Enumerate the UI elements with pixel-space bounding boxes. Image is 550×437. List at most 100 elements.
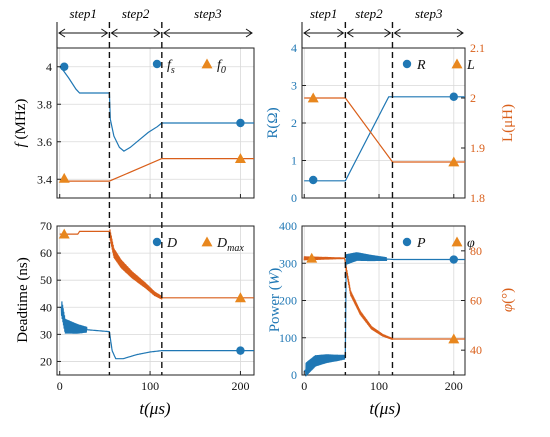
x-tick-label: 0	[301, 379, 307, 393]
y-axis-label-deadtime: Deadtime (ns)	[15, 257, 31, 342]
chart-panel-power-phase: 0 100 200 300 400 40 60 80 0 100 200 P φ	[279, 219, 482, 393]
step-label: step1	[310, 6, 337, 21]
y-axis-label-frequency: f (MHz)	[13, 99, 29, 148]
legend-marker	[451, 58, 463, 69]
y-tick-label: 200	[279, 294, 297, 308]
y-tick-label: 3.8	[37, 97, 52, 111]
y-right-tick-label: 1.9	[470, 141, 485, 155]
chart-panel-resistance-inductance: 0 1 2 3 4 1.8 1.9 2 2.1 R L	[291, 41, 485, 205]
data-point-R	[449, 92, 458, 101]
y-tick-label: 30	[40, 327, 52, 341]
series-line-P	[303, 252, 465, 377]
y-tick-label: 4	[291, 41, 297, 55]
series-line-D_max	[59, 229, 254, 300]
x-axis-label-deadtime: t(μs)	[139, 399, 171, 418]
data-point-R	[309, 175, 318, 185]
y-right-tick-label: 1.8	[470, 191, 485, 205]
legend-label: D	[166, 236, 177, 251]
data-point-φ	[448, 333, 460, 344]
step-annotations-resistance-inductance: step1 step2 step3	[301, 6, 464, 375]
chart-panel-frequency: 3.4 3.6 3.8 4 fs f0	[37, 47, 255, 199]
step-arrow-head	[110, 28, 118, 38]
step-annotations-frequency: step1 step2 step3	[56, 6, 253, 375]
y-tick-label: 40	[40, 300, 52, 314]
step-arrow-head	[153, 28, 161, 38]
data-point-f_0	[58, 172, 70, 183]
series-line-R	[304, 96, 465, 182]
legend-marker	[402, 237, 412, 247]
data-point-D_max	[58, 228, 70, 239]
step-label: step2	[122, 6, 150, 21]
legend-label: L	[466, 58, 475, 73]
step-label: step2	[355, 6, 383, 21]
step-arrow-head	[456, 28, 464, 38]
step-arrow-head	[303, 28, 311, 38]
y-tick-label: 4	[46, 60, 52, 74]
legend-label: P	[416, 236, 426, 251]
legend-marker	[152, 59, 162, 69]
y-tick-label: 20	[40, 354, 52, 368]
series-line-f_0	[59, 158, 254, 182]
y-right-tick-label: 40	[470, 343, 482, 357]
y-tick-label: 0	[291, 191, 297, 205]
data-point-D	[236, 346, 245, 355]
x-tick-label: 0	[57, 379, 63, 393]
data-point-φ	[306, 252, 318, 263]
y-tick-label: 3.6	[37, 135, 52, 149]
y-axis-label-phase: φ(°)	[500, 288, 516, 312]
y-right-tick-label: 2.1	[470, 41, 485, 55]
x-tick-label: 200	[231, 379, 249, 393]
data-point-f_s	[236, 118, 245, 128]
y-axis-label-resistance: R(Ω)	[265, 107, 281, 138]
y-tick-label: 50	[40, 273, 52, 287]
legend-label: φ	[467, 236, 475, 251]
y-tick-label: 1	[291, 154, 297, 168]
step-arrow-head	[245, 28, 253, 38]
data-point-L	[307, 92, 319, 103]
data-point-P	[449, 255, 458, 264]
legend-marker	[201, 236, 213, 247]
x-tick-label: 100	[370, 379, 388, 393]
series-line-L	[304, 97, 465, 163]
y-axis-label-power: Power (W)	[267, 268, 283, 333]
y-tick-label: 400	[279, 219, 297, 233]
legend-label: f0	[217, 58, 226, 76]
y-tick-label: 3	[291, 79, 297, 93]
y-tick-label: 3.4	[37, 172, 52, 186]
y-right-tick-label: 80	[470, 244, 482, 258]
legend-marker	[451, 236, 463, 247]
y-tick-label: 300	[279, 256, 297, 270]
y-axis-label-inductance: L(μH)	[500, 104, 516, 142]
step-arrow-head	[384, 28, 392, 38]
step-arrow-head	[337, 28, 345, 38]
y-tick-label: 2	[291, 116, 297, 130]
step-arrow-head	[101, 28, 109, 38]
step-arrow-head	[162, 28, 171, 38]
series-line-φ	[303, 256, 465, 340]
legend-marker	[152, 237, 162, 247]
step-arrow-head	[58, 28, 66, 38]
y-tick-label: 100	[279, 331, 297, 345]
x-tick-label: 100	[141, 379, 159, 393]
y-right-tick-label: 60	[470, 294, 482, 308]
legend-marker	[402, 59, 412, 69]
chart-panel-deadtime: 20 30 40 50 60 70 0 100 200 D Dmax	[40, 219, 255, 393]
data-point-D_max	[234, 292, 246, 303]
series-line-f_s	[59, 66, 254, 152]
data-point-f_s	[60, 62, 69, 71]
y-tick-label: 0	[291, 368, 297, 382]
legend-marker	[201, 58, 213, 69]
step-arrow-head	[393, 28, 401, 38]
legend-label: fs	[167, 58, 175, 76]
step-label: step3	[415, 6, 443, 21]
data-point-f_0	[234, 153, 246, 164]
x-axis-label-power: t(μs)	[369, 399, 401, 418]
step-arrow-head	[346, 28, 354, 38]
data-point-L	[448, 156, 460, 167]
y-tick-label: 70	[40, 219, 52, 233]
y-right-tick-label: 2	[470, 91, 476, 105]
axes-frame	[56, 225, 255, 376]
legend-label: R	[416, 58, 426, 73]
step-label: step3	[194, 6, 222, 21]
